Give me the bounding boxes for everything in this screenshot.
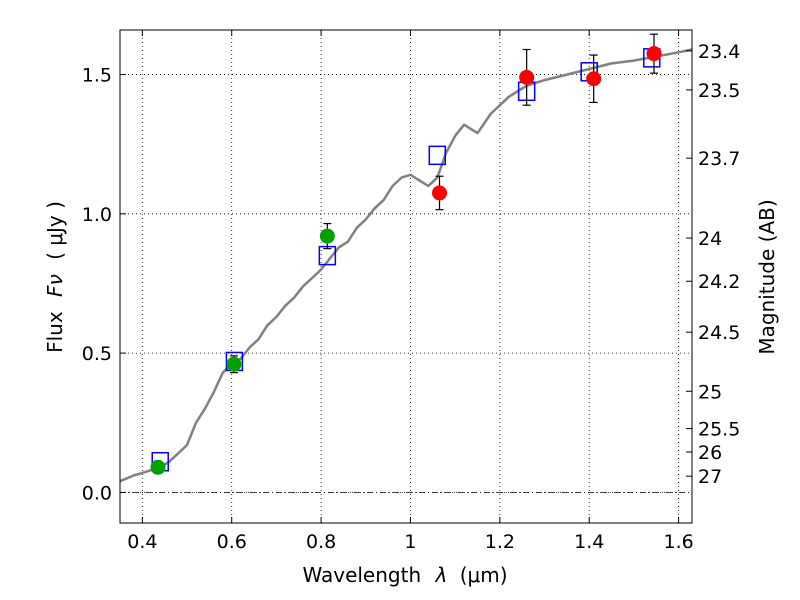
- y-tick-label: 1.5: [82, 65, 112, 87]
- x-tick-label: 0.6: [217, 531, 247, 553]
- y-axis-label-unit: ( μJy ): [43, 201, 67, 260]
- observed-flux-point: [319, 228, 335, 244]
- ticks: 0.4 0.6 0.8 1 1.2 1.4 1.6 0.0 0.5 1.0 1.5 23.4 23.5 2…: [82, 30, 740, 553]
- axes-frame: [119, 29, 693, 524]
- right-tick-label: 24: [698, 228, 722, 250]
- x-tick-label: 1: [404, 531, 416, 553]
- observed-flux-point: [150, 459, 166, 475]
- x-tick-label: 1.2: [485, 531, 515, 553]
- x-axis-label: Wavelength λ (μm): [302, 563, 507, 587]
- right-tick-label: 24.5: [698, 322, 740, 344]
- right-tick-label: 27: [698, 466, 722, 488]
- x-tick-label: 1.4: [574, 531, 604, 553]
- x-tick-label: 0.4: [127, 531, 157, 553]
- right-tick-label: 24.2: [698, 271, 740, 293]
- y-tick-label: 1.0: [82, 204, 112, 226]
- observed-flux-point: [586, 71, 602, 87]
- x-axis-label-text: Wavelength: [302, 563, 421, 587]
- right-tick-label: 25: [698, 381, 722, 403]
- x-tick-label: 1.6: [663, 531, 693, 553]
- y-axis-label-text: Flux: [43, 311, 67, 353]
- y-axis-label: Flux Fν ( μJy ): [43, 201, 67, 353]
- observed-flux-point: [432, 185, 448, 201]
- right-tick-label: 25.5: [698, 419, 740, 441]
- y-tick-label: 0.0: [82, 482, 112, 504]
- y-tick-label: 0.5: [82, 343, 112, 365]
- model-photometry-square: [428, 145, 447, 166]
- right-tick-label: 23.5: [698, 80, 740, 102]
- observed-flux-point: [519, 69, 535, 85]
- x-tick-label: 0.8: [306, 531, 336, 553]
- x-axis-label-unit: (μm): [460, 563, 508, 587]
- model-spectrum-line: [119, 48, 693, 483]
- grid: [120, 30, 692, 523]
- right-tick-label: 26: [698, 442, 722, 464]
- plot-area: [119, 33, 693, 483]
- right-axis-label: Magnitude (AB): [755, 199, 779, 354]
- observed-flux-point: [646, 46, 662, 62]
- right-tick-label: 23.7: [698, 148, 740, 170]
- right-tick-label: 23.4: [698, 41, 740, 63]
- x-axis-label-symbol: λ: [435, 563, 448, 587]
- observed-flux-point: [226, 356, 242, 372]
- y-axis-label-symbol: Fν: [43, 274, 67, 297]
